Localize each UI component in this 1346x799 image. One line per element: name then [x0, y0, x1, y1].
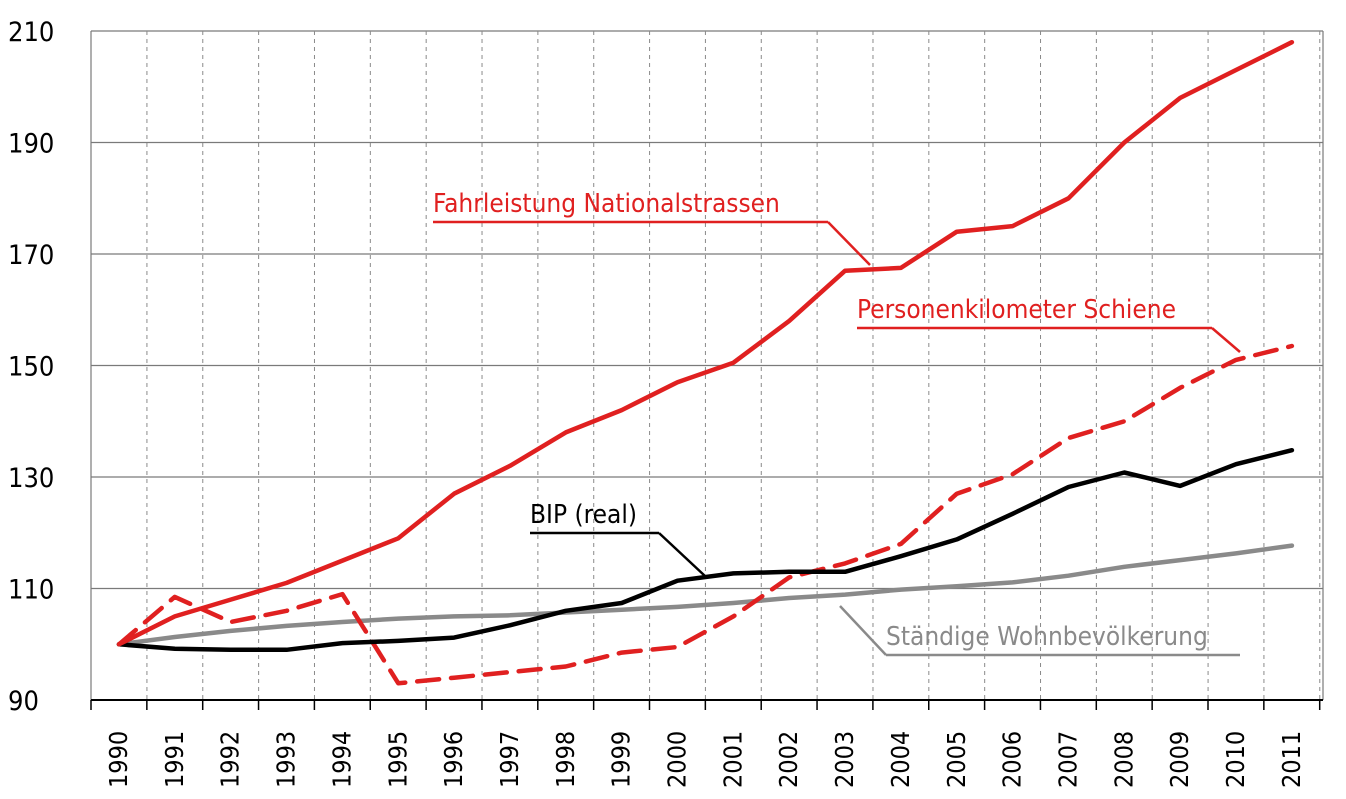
x-tick-label-2010: 2010	[1221, 731, 1250, 788]
x-tick-label-2011: 2011	[1277, 731, 1306, 788]
label-bip-text: BIP (real)	[530, 500, 637, 530]
series-line-fahrleistung	[116, 39, 1295, 647]
label-fahrleistung: Fahrleistung Nationalstrassen	[433, 189, 871, 266]
x-tick-label-2009: 2009	[1165, 731, 1194, 788]
axes	[90, 31, 1324, 710]
label-fahrleistung-leader	[827, 221, 871, 266]
x-tick-label-2006: 2006	[998, 731, 1027, 788]
x-tick-label-1992: 1992	[216, 731, 245, 788]
label-wohnbevoelkerung-leader	[839, 605, 887, 656]
series-line-wohnbevoelkerung	[116, 543, 1295, 647]
x-tick-label-2002: 2002	[774, 731, 803, 788]
y-tick-label-130: 130	[8, 463, 54, 494]
y-tick-label-190: 190	[8, 129, 54, 160]
y-tick-label-170: 170	[8, 240, 54, 271]
x-tick-label-2004: 2004	[886, 731, 915, 788]
x-tick-label-1993: 1993	[272, 731, 301, 788]
x-tick-label-1998: 1998	[551, 731, 580, 788]
label-fahrleistung-text: Fahrleistung Nationalstrassen	[433, 189, 780, 219]
x-tick-label-1991: 1991	[160, 731, 189, 788]
series-labels: Fahrleistung Nationalstrassen Personenkil…	[433, 189, 1241, 657]
label-wohnbevoelkerung: Ständige Wohnbevölkerung	[839, 605, 1240, 657]
x-tick-label-1996: 1996	[439, 731, 468, 788]
label-bip: BIP (real)	[530, 500, 706, 577]
x-tick-label-1997: 1997	[495, 731, 524, 788]
x-tick-label-1994: 1994	[327, 731, 356, 788]
x-tick-label-2007: 2007	[1053, 731, 1082, 788]
x-tick-label-2003: 2003	[830, 731, 859, 788]
label-personenkilometer-text: Personenkilometer Schiene	[857, 295, 1176, 325]
series-line-personenkilometer	[116, 343, 1295, 686]
label-bip-leader	[658, 532, 706, 577]
x-tick-label-2000: 2000	[663, 731, 692, 788]
x-tick-label-1995: 1995	[383, 731, 412, 788]
label-personenkilometer: Personenkilometer Schiene	[857, 295, 1241, 353]
x-tick-labels: 1990 1991 1992 1993 1994 1995 1996 1997 1998 1999…	[104, 731, 1306, 788]
label-personenkilometer-leader	[1211, 327, 1241, 353]
y-tick-label-110: 110	[8, 575, 54, 606]
y-tick-label-150: 150	[8, 352, 54, 383]
x-tick-label-2001: 2001	[718, 731, 747, 788]
series-line-bip	[116, 447, 1295, 653]
y-tick-label-90: 90	[8, 686, 39, 717]
horizontal-gridlines	[91, 30, 1323, 590]
y-tick-labels: 90 110 130 150 170 190 210	[8, 17, 54, 717]
x-tick-label-1999: 1999	[607, 731, 636, 788]
x-tick-label-1990: 1990	[104, 731, 133, 788]
y-tick-label-210: 210	[8, 17, 54, 48]
x-tick-label-2008: 2008	[1109, 731, 1138, 788]
x-tick-label-2005: 2005	[942, 731, 971, 788]
label-wohnbevoelkerung-text: Ständige Wohnbevölkerung	[886, 622, 1208, 652]
series-lines	[116, 39, 1295, 686]
